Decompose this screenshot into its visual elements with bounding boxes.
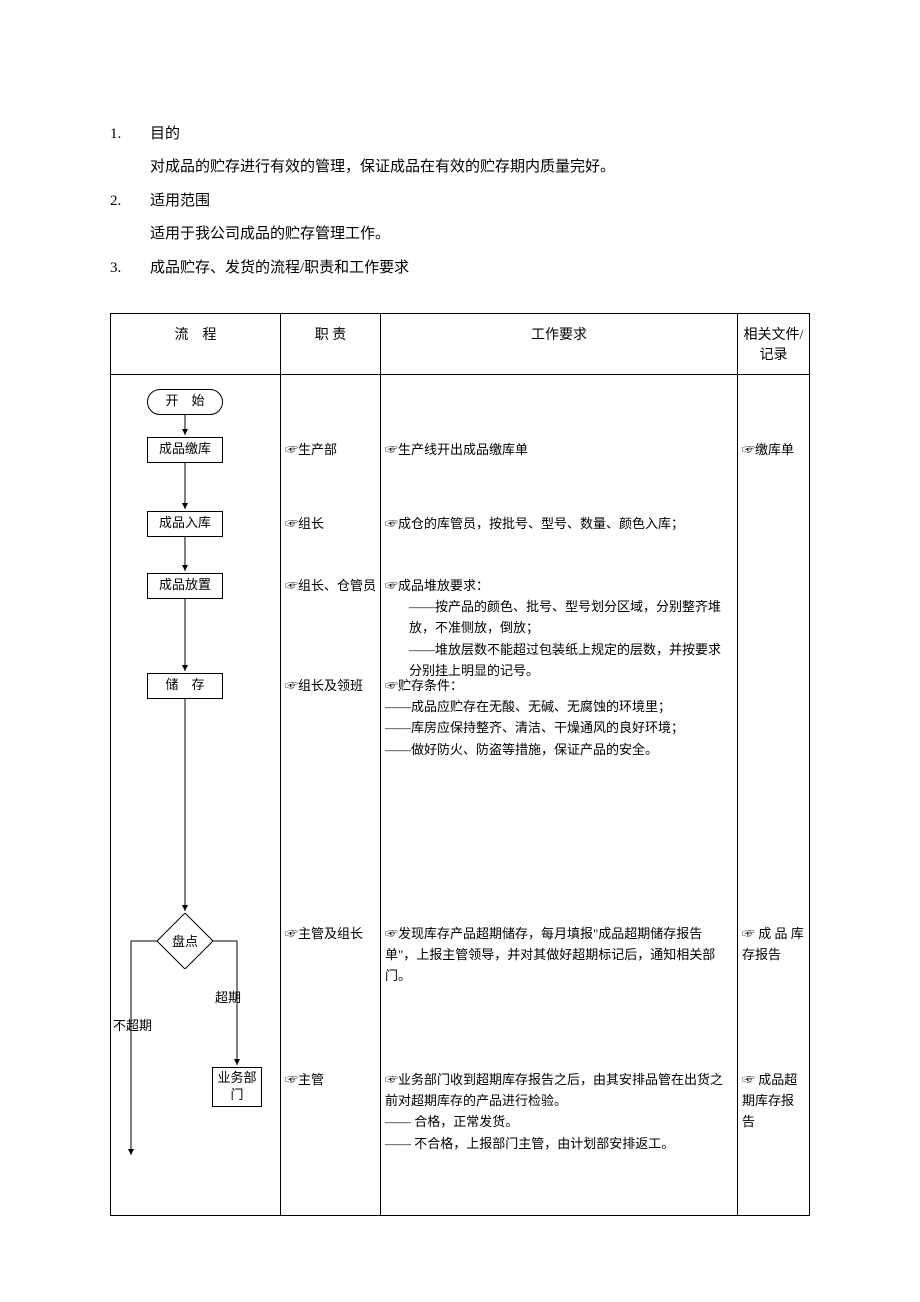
section-desc: 对成品的贮存进行有效的管理，保证成品在有效的贮存期内质量完好。 [150, 153, 810, 182]
doc-row-5: ☞ 成 品 库 存报告 [742, 923, 805, 966]
section-body: 目的 对成品的贮存进行有效的管理，保证成品在有效的贮存期内质量完好。 [150, 120, 810, 181]
col-header-doc: 相关文件/记录 [738, 313, 810, 374]
section-desc: 适用于我公司成品的贮存管理工作。 [150, 220, 810, 249]
flowchart-canvas: 开 始 成品缴库 成品入库 成品放置 储 存 盘点 超期 不超期 业务部门 [111, 375, 280, 1215]
flow-decision-check: 盘点 [157, 913, 213, 969]
col-header-flow: 流 程 [111, 313, 281, 374]
process-table: 流 程 职 责 工作要求 相关文件/记录 [110, 313, 810, 1216]
section-title: 目的 [150, 120, 810, 149]
resp-row-5: ☞主管及组长 [285, 923, 376, 944]
flow-label-overdue: 超期 [215, 987, 241, 1006]
table-body-row: 开 始 成品缴库 成品入库 成品放置 储 存 盘点 超期 不超期 业务部门 [111, 374, 810, 1215]
section-body: 适用范围 适用于我公司成品的贮存管理工作。 [150, 187, 810, 248]
section-2: 2. 适用范围 适用于我公司成品的贮存管理工作。 [110, 187, 810, 248]
req-row-2: ☞成仓的库管员，按批号、型号、数量、颜色入库； [385, 513, 733, 534]
resp-row-6: ☞主管 [285, 1069, 376, 1090]
req-row-4: ☞贮存条件： ——成品应贮存在无酸、无碱、无腐蚀的环境里； ——库房应保持整齐、… [385, 675, 733, 761]
req-6c: —— 不合格，上报部门主管，由计划部安排返工。 [385, 1133, 733, 1154]
responsibility-cell: ☞生产部 ☞组长 ☞组长、仓管员 ☞组长及领班 ☞主管及组长 ☞主管 [281, 374, 381, 1215]
req-row-1: ☞生产线开出成品缴库单 [385, 439, 733, 460]
flow-node-submit: 成品缴库 [147, 437, 223, 463]
section-body: 成品贮存、发货的流程/职责和工作要求 [150, 254, 810, 283]
req-4a: ☞贮存条件： [385, 675, 733, 696]
flow-label-not-overdue: 不超期 [113, 1015, 152, 1034]
section-number: 3. [110, 254, 150, 283]
req-3b: ——按产品的颜色、批号、型号划分区域，分别整齐堆放，不准侧放，倒放； [385, 596, 733, 639]
section-title: 成品贮存、发货的流程/职责和工作要求 [150, 254, 810, 283]
req-4d: ——做好防火、防盗等措施，保证产品的安全。 [385, 739, 733, 760]
section-1: 1. 目的 对成品的贮存进行有效的管理，保证成品在有效的贮存期内质量完好。 [110, 120, 810, 181]
documents-cell: ☞缴库单 ☞ 成 品 库 存报告 ☞ 成品超期库存报告 [738, 374, 810, 1215]
flow-decision-label: 盘点 [157, 913, 213, 969]
section-3: 3. 成品贮存、发货的流程/职责和工作要求 [110, 254, 810, 283]
req-row-3: ☞成品堆放要求： ——按产品的颜色、批号、型号划分区域，分别整齐堆放，不准侧放，… [385, 575, 733, 682]
section-number: 1. [110, 120, 150, 181]
table-header-row: 流 程 职 责 工作要求 相关文件/记录 [111, 313, 810, 374]
req-row-6: ☞业务部门收到超期库存报告之后，由其安排品管在出货之前对超期库存的产品进行检验。… [385, 1069, 733, 1155]
req-row-5: ☞发现库存产品超期储存，每月填报"成品超期储存报告单"，上报主管领导，并对其做好… [385, 923, 733, 987]
requirements-cell: ☞生产线开出成品缴库单 ☞成仓的库管员，按批号、型号、数量、颜色入库； ☞成品堆… [381, 374, 738, 1215]
resp-row-3: ☞组长、仓管员 [285, 575, 376, 596]
flow-start-node: 开 始 [147, 389, 223, 415]
req-6b: —— 合格，正常发货。 [385, 1111, 733, 1132]
resp-row-4: ☞组长及领班 [285, 675, 376, 696]
col-header-resp: 职 责 [281, 313, 381, 374]
flow-node-place: 成品放置 [147, 573, 223, 599]
resp-row-1: ☞生产部 [285, 439, 376, 460]
doc-row-6: ☞ 成品超期库存报告 [742, 1069, 805, 1133]
section-number: 2. [110, 187, 150, 248]
req-4b: ——成品应贮存在无酸、无碱、无腐蚀的环境里； [385, 696, 733, 717]
section-title: 适用范围 [150, 187, 810, 216]
doc-row-1: ☞缴库单 [742, 439, 805, 460]
flow-node-instock: 成品入库 [147, 511, 223, 537]
col-header-req: 工作要求 [381, 313, 738, 374]
req-4c: ——库房应保持整齐、清洁、干燥通风的良好环境； [385, 717, 733, 738]
flow-node-business: 业务部门 [212, 1067, 262, 1107]
req-3a: ☞成品堆放要求： [385, 575, 733, 596]
req-6a: ☞业务部门收到超期库存报告之后，由其安排品管在出货之前对超期库存的产品进行检验。 [385, 1069, 733, 1112]
resp-row-2: ☞组长 [285, 513, 376, 534]
document-sections: 1. 目的 对成品的贮存进行有效的管理，保证成品在有效的贮存期内质量完好。 2.… [110, 120, 810, 283]
flowchart-cell: 开 始 成品缴库 成品入库 成品放置 储 存 盘点 超期 不超期 业务部门 [111, 374, 281, 1215]
flow-node-store: 储 存 [147, 673, 223, 699]
